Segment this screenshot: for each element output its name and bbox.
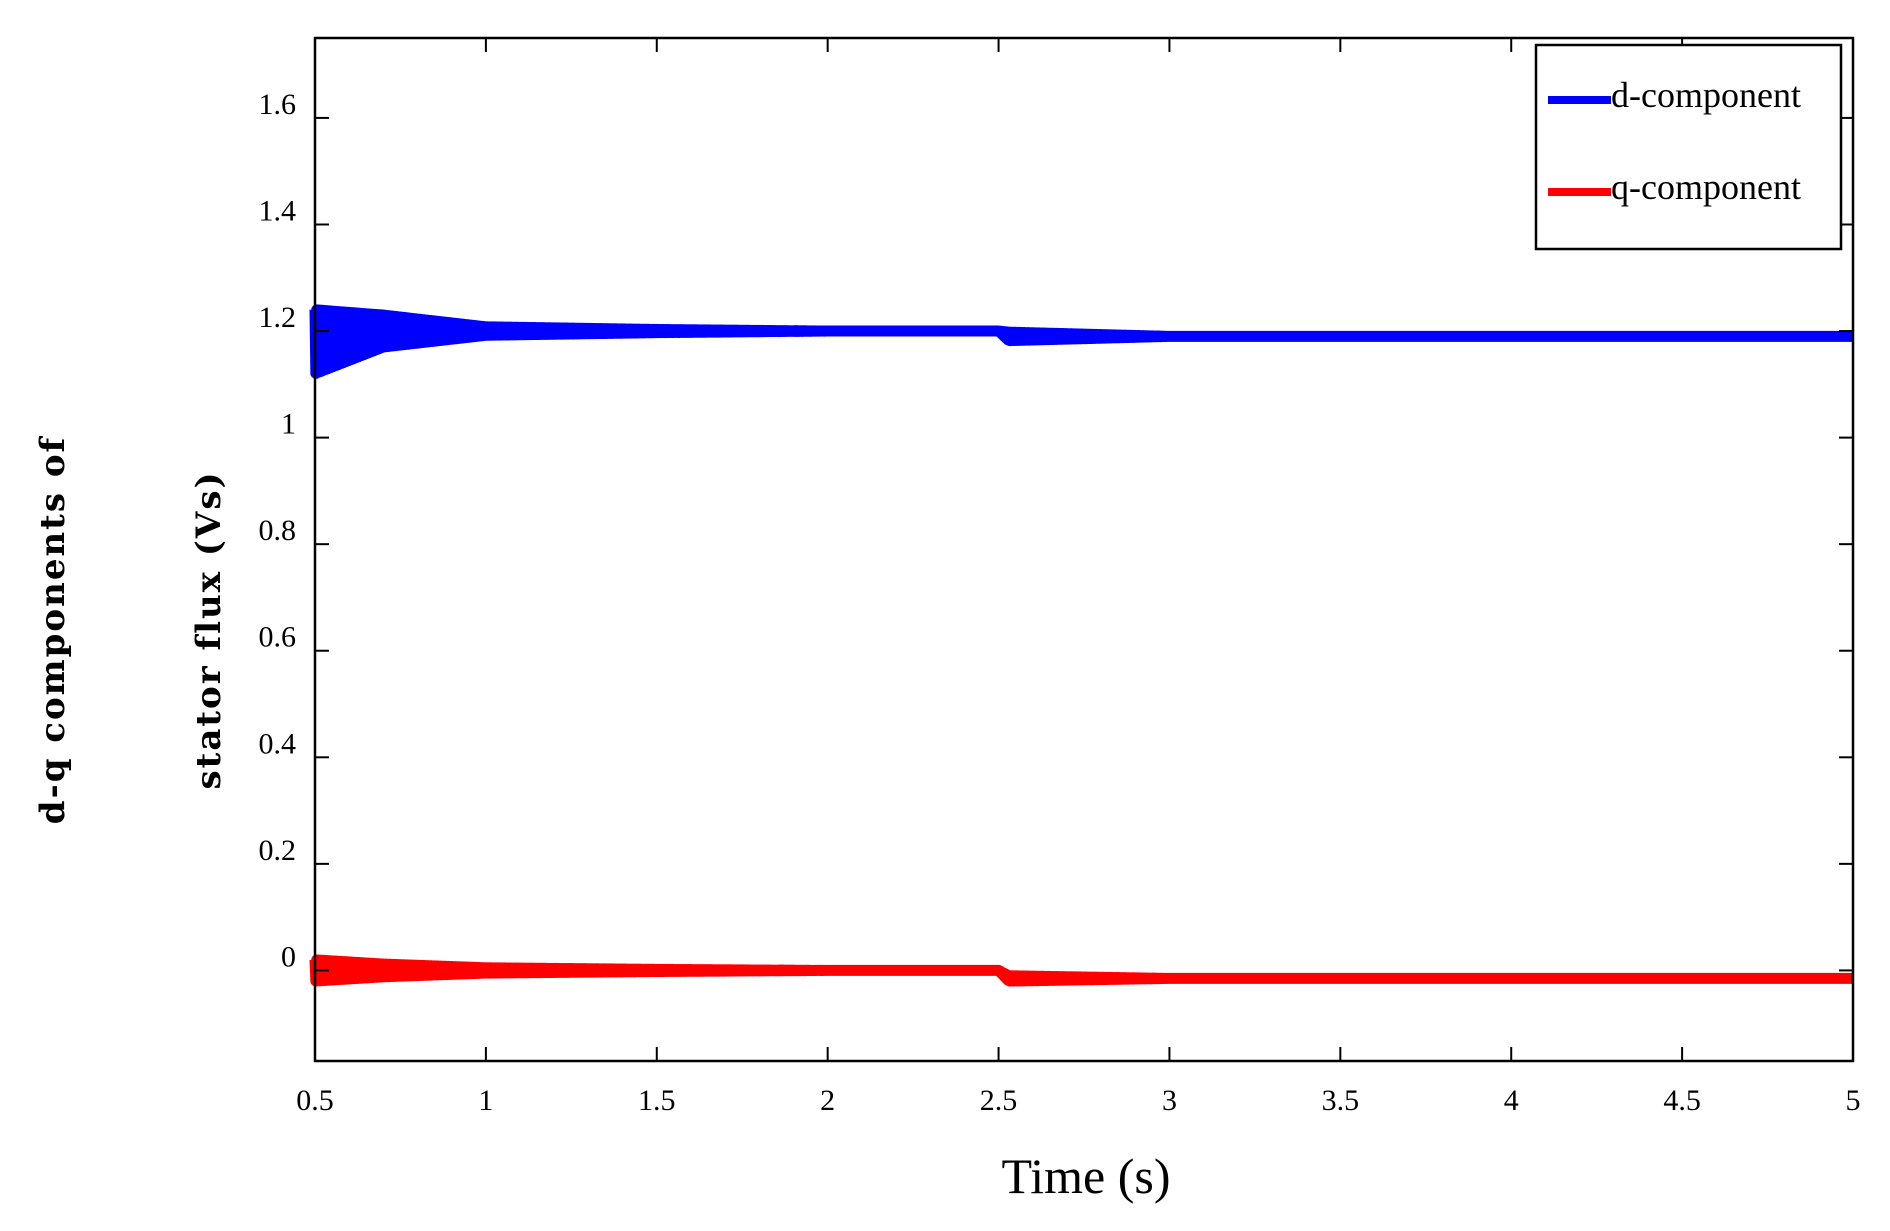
- series-layer: [309, 304, 1858, 987]
- x-tick-label: 5: [1846, 1084, 1861, 1117]
- plot-frame: [313, 36, 1855, 1063]
- y-tick-label: 1: [281, 408, 296, 441]
- legend-label: q-component: [1611, 167, 1801, 207]
- y-tick-label: 0.2: [259, 834, 297, 867]
- series-line-q-component: [309, 954, 1858, 987]
- legend-label: d-component: [1611, 75, 1801, 115]
- y-axis-title-line-2: stator flux (Vs): [189, 470, 229, 789]
- y-axis-title-line-1: d-q components of: [33, 435, 73, 824]
- x-axis-title: Time (s): [1001, 1148, 1170, 1204]
- x-tick-label: 0.5: [296, 1084, 334, 1117]
- x-tick-label: 1: [478, 1084, 493, 1117]
- x-tick-label: 2: [820, 1084, 835, 1117]
- x-tick-label: 4.5: [1663, 1084, 1701, 1117]
- y-tick-label: 1.2: [259, 301, 297, 334]
- x-tick-label: 3.5: [1322, 1084, 1360, 1117]
- y-tick-label: 1.4: [259, 194, 297, 227]
- y-tick-label: 0.4: [259, 727, 297, 760]
- y-tick-label: 1.6: [259, 88, 297, 121]
- y-tick-label: 0.8: [259, 514, 297, 547]
- x-tick-label: 4: [1504, 1084, 1519, 1117]
- legend-box: [1534, 43, 1843, 251]
- y-tick-label: 0: [281, 940, 296, 973]
- x-tick-label: 2.5: [980, 1084, 1018, 1117]
- x-tick-label: 3: [1162, 1084, 1177, 1117]
- x-tick-label: 1.5: [638, 1084, 676, 1117]
- series-line-d-component: [309, 304, 1858, 379]
- legend: d-component q-component: [1534, 43, 1843, 251]
- tick-layer: 0.5 1 1.5 2 2.5 3 3.5 4 4.5 5 0 0.2 0.4 0.6 0.8 1 1.2 1.4…: [259, 38, 1861, 1117]
- y-tick-label: 0.6: [259, 621, 297, 654]
